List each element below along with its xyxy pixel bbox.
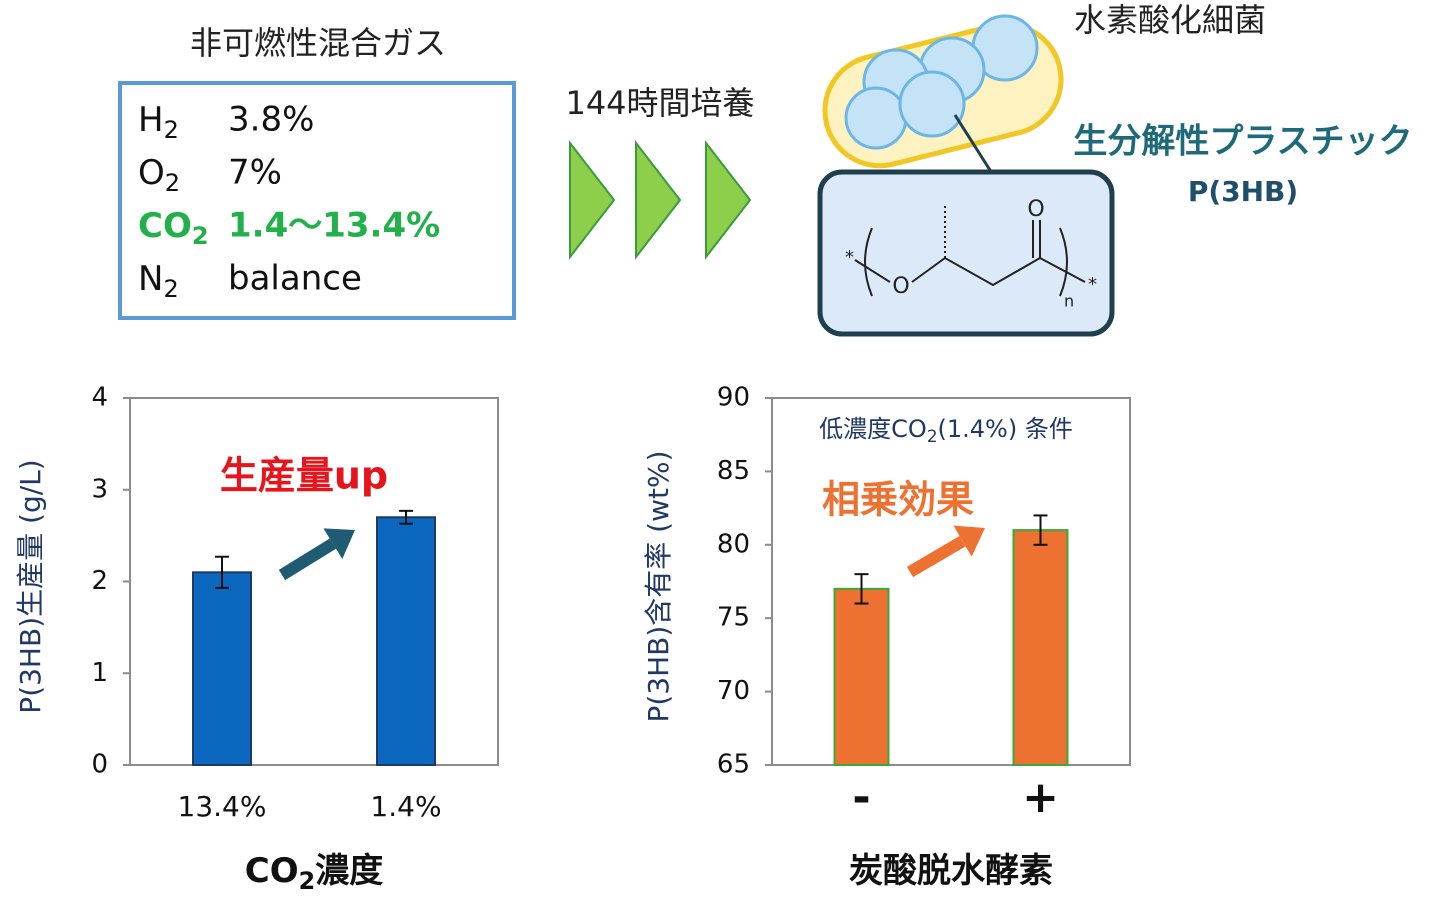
y-tick-label: 0 [91,750,108,780]
bar [192,571,252,767]
atom: O [892,274,909,299]
y-tick-label: 80 [717,529,750,559]
y-tick-label: 2 [91,566,108,596]
gas-box [118,81,516,320]
bar [376,516,436,767]
gas-rows: H2 3.8%O2 7%CO2 1.4〜13.4%N2 balance [138,100,440,304]
atom: * [1088,274,1097,295]
annotation: 相乗効果 [822,478,974,522]
structure-bonds [854,205,1086,297]
atom: O [1027,197,1044,222]
x-tick-label: 13.4% [178,790,267,823]
chart-note: 低濃度CO2(1.4%) 条件 [819,415,1073,446]
y-axis-label: P(3HB)生産量 (g/L) [14,459,47,713]
gas-formula: H2 [138,100,179,145]
bar [833,587,890,767]
bacterium [822,14,1064,179]
gas-amount: 3.8% [228,100,314,140]
y-tick-label: 3 [91,474,108,504]
subscript: 2 [299,867,316,895]
gas-title: 非可燃性混合ガス [190,24,446,62]
subscript: 2 [164,116,179,144]
formula-element: O [138,153,165,193]
x-axis-label: CO2濃度 [245,851,383,895]
y-tick-label: 4 [91,383,108,413]
subscript: 2 [163,275,178,303]
gas-formula: CO2 [138,206,209,251]
trend-arrow [906,535,966,578]
subscript: 2 [192,222,209,250]
plastic-name: P(3HB) [1188,175,1298,208]
plot-frame [771,397,1131,766]
y-tick-label: 85 [717,456,750,486]
y-tick-label: 1 [91,658,108,688]
text-part: CO [245,851,299,891]
gas-amount: 1.4〜13.4% [228,206,440,246]
subscript: 2 [165,169,180,197]
structure-box [817,169,1115,337]
y-axis-label: P(3HB)含有率 (wt%) [642,450,675,722]
bar [1012,529,1069,766]
x-tick-label: + [1022,772,1059,823]
formula-element: CO [138,206,192,246]
trend-arrowhead [323,528,355,559]
gas-formula: O2 [138,153,180,198]
text-part: (1.4%) 条件 [938,415,1073,443]
x-axis-label: 炭酸脱水酵素 [849,851,1053,891]
trend-arrow [278,538,337,581]
atom: * [845,247,854,268]
atom: n [1064,292,1074,311]
formula-element: H [138,100,164,140]
plastic-title: 生分解性プラスチック [1073,122,1412,162]
subscript: 2 [927,426,938,446]
gas-amount: 7% [228,153,282,193]
x-tick-label: - [852,772,870,823]
x-tick-label: 1.4% [370,790,441,823]
gas-formula: N2 [138,259,179,304]
formula-element: N [138,259,163,299]
process-arrows [569,140,752,260]
text-part: 炭酸脱水酵素 [849,851,1053,891]
y-tick-label: 65 [717,750,750,780]
y-tick-label: 90 [717,383,750,413]
text-part: 濃度 [315,851,383,891]
gas-amount: balance [228,259,362,299]
trend-arrowhead [953,525,985,557]
text-part: 低濃度CO [819,415,927,443]
y-tick-label: 75 [717,603,750,633]
process-label: 144時間培養 [565,84,754,122]
bacteria-label: 水素酸化細菌 [1074,1,1266,39]
annotation: 生産量up [220,454,388,498]
y-tick-label: 70 [717,676,750,706]
